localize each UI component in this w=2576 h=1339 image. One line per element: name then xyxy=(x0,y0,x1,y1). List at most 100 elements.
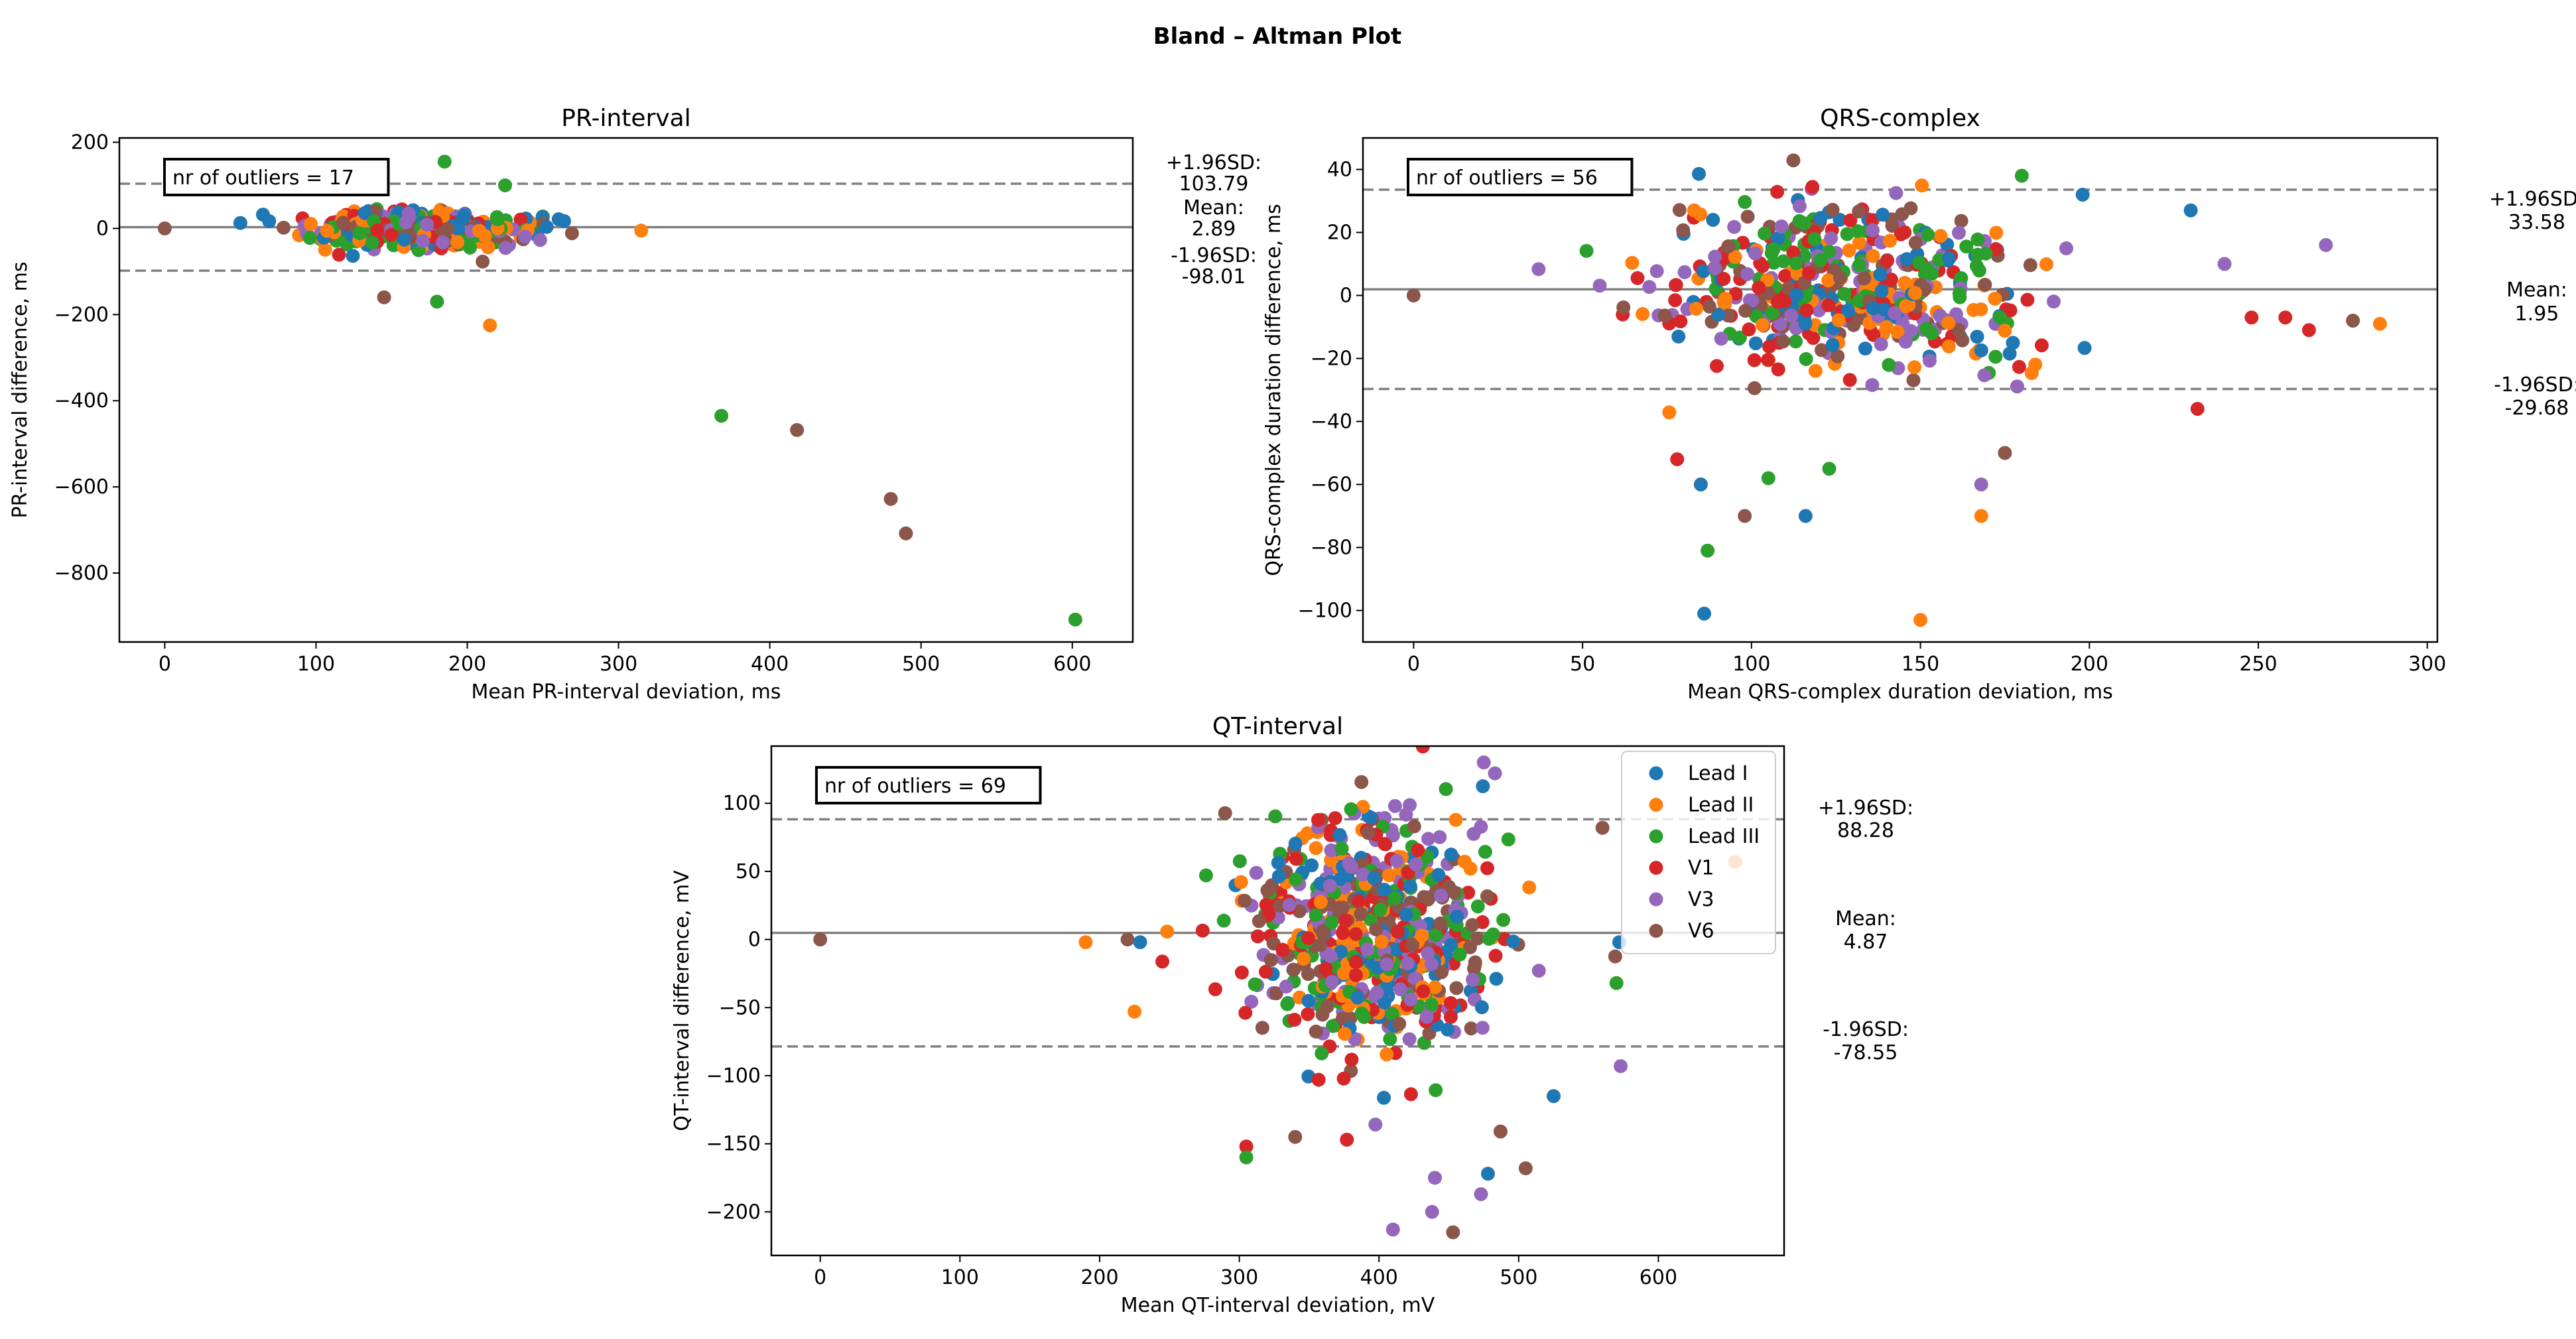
data-point xyxy=(1480,861,1494,875)
x-tick-label: 100 xyxy=(941,1266,979,1289)
data-point xyxy=(1770,294,1785,309)
data-point xyxy=(1269,986,1283,1001)
data-point xyxy=(1282,897,1297,912)
data-point xyxy=(1840,303,1855,318)
data-point xyxy=(1670,452,1685,466)
data-point xyxy=(346,249,360,263)
data-point xyxy=(1687,203,1701,218)
data-point xyxy=(1758,226,1772,241)
legend: Lead I Lead II Lead III V1 V3 V6 xyxy=(1621,751,1776,954)
data-point xyxy=(1488,766,1502,781)
data-point xyxy=(1970,330,1984,344)
data-point xyxy=(1805,180,1820,194)
data-point xyxy=(1198,868,1213,883)
y-axis-label: PR-interval difference, ms xyxy=(9,262,32,519)
data-point xyxy=(1671,329,1686,344)
data-point xyxy=(1324,915,1339,930)
data-point xyxy=(1309,841,1323,856)
data-point xyxy=(1752,281,1766,295)
data-point xyxy=(1334,944,1348,959)
data-point xyxy=(1764,246,1779,261)
data-point xyxy=(1852,294,1866,308)
panel-title: QT-interval xyxy=(1212,713,1343,740)
data-point xyxy=(1443,995,1458,1010)
data-point xyxy=(1808,363,1823,378)
data-point xyxy=(1714,332,1728,346)
data-point xyxy=(1988,291,2002,306)
data-point xyxy=(1332,828,1347,842)
data-point xyxy=(1998,324,2012,338)
data-point xyxy=(1382,868,1396,883)
data-point xyxy=(1155,954,1170,969)
data-point xyxy=(1450,909,1464,924)
y-tick-label: 100 xyxy=(723,792,761,815)
plot-frame xyxy=(118,137,1134,643)
data-point xyxy=(1951,322,1966,337)
data-point xyxy=(1434,889,1449,903)
data-point xyxy=(1866,301,1880,316)
data-point xyxy=(1252,914,1266,928)
data-point xyxy=(2372,316,2387,331)
data-point xyxy=(1755,259,1770,273)
lower-loa-value: -29.68 xyxy=(2505,397,2569,420)
data-point xyxy=(1708,261,1722,275)
data-point xyxy=(1427,1171,1442,1185)
data-point xyxy=(1442,879,1456,894)
data-point xyxy=(1579,243,1594,258)
data-point xyxy=(416,233,430,248)
data-point xyxy=(1232,854,1247,869)
data-point xyxy=(2039,257,2054,271)
data-point xyxy=(157,221,172,235)
data-point xyxy=(1313,938,1328,952)
data-point xyxy=(1480,889,1494,903)
data-point xyxy=(1315,1046,1329,1060)
x-tick-label: 200 xyxy=(1080,1266,1118,1289)
data-point xyxy=(1850,223,1865,238)
data-point xyxy=(1238,1005,1253,1020)
data-point xyxy=(1825,338,1840,352)
x-tick-label: 100 xyxy=(1732,653,1770,676)
data-point xyxy=(1837,287,1852,301)
data-point xyxy=(1843,213,1858,227)
data-point xyxy=(1369,922,1384,936)
data-point xyxy=(1616,300,1631,314)
data-point xyxy=(1771,231,1785,245)
y-tick-label: −40 xyxy=(1311,411,1352,434)
data-point xyxy=(1449,981,1464,995)
data-point xyxy=(1239,1139,1254,1154)
legend-marker xyxy=(1649,798,1663,812)
data-point xyxy=(1625,255,1640,270)
data-point xyxy=(1431,867,1446,882)
data-point xyxy=(1900,252,1914,267)
data-point xyxy=(1478,844,1492,859)
x-axis-label: Mean QRS-complex duration deviation, ms xyxy=(1687,680,2112,704)
data-point xyxy=(1244,994,1259,1009)
x-tick-label: 300 xyxy=(1220,1266,1258,1289)
data-point xyxy=(2217,257,2232,271)
data-point xyxy=(1922,353,1937,368)
data-point xyxy=(1424,997,1439,1012)
data-point xyxy=(1842,373,1857,387)
x-axis-label: Mean QT-interval deviation, mV xyxy=(1121,1294,1435,1317)
x-tick-label: 600 xyxy=(1053,653,1091,676)
data-point xyxy=(1833,271,1848,285)
data-point xyxy=(2014,168,2029,183)
data-point xyxy=(1364,810,1378,825)
data-point xyxy=(1801,266,1816,281)
data-point xyxy=(1894,227,1908,241)
data-point xyxy=(1727,220,1742,234)
data-point xyxy=(1313,895,1328,909)
data-point xyxy=(1354,775,1369,789)
data-point xyxy=(1831,313,1846,328)
data-point xyxy=(386,238,401,253)
data-point xyxy=(1208,982,1222,997)
data-point xyxy=(1689,302,1703,316)
data-point xyxy=(1915,178,1929,193)
data-point xyxy=(1852,204,1866,219)
data-point xyxy=(2278,310,2293,325)
data-point xyxy=(1813,211,1828,225)
data-point xyxy=(498,241,513,255)
data-point xyxy=(1989,225,2004,240)
data-point xyxy=(813,932,828,947)
data-point xyxy=(1248,977,1262,991)
